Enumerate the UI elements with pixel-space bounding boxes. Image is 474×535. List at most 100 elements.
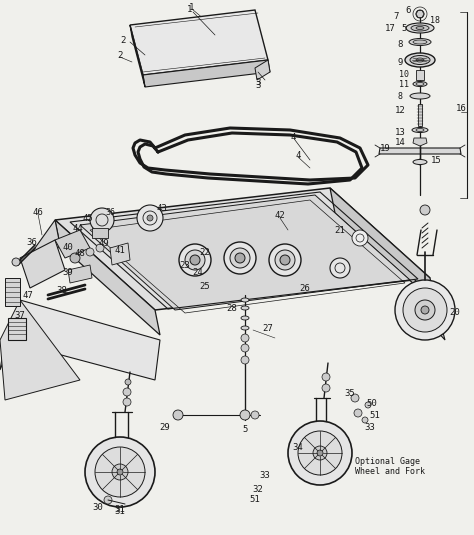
Text: 44: 44 bbox=[73, 224, 83, 233]
Circle shape bbox=[298, 431, 342, 475]
Circle shape bbox=[313, 446, 327, 460]
Circle shape bbox=[241, 356, 249, 364]
Text: 40: 40 bbox=[63, 242, 73, 251]
Text: 1: 1 bbox=[189, 3, 195, 11]
Text: 20: 20 bbox=[450, 308, 460, 317]
Text: 49: 49 bbox=[99, 239, 109, 248]
Ellipse shape bbox=[416, 27, 424, 29]
Polygon shape bbox=[5, 300, 160, 380]
Text: 3: 3 bbox=[255, 78, 261, 87]
Text: 51: 51 bbox=[370, 410, 380, 419]
Circle shape bbox=[96, 244, 104, 252]
Ellipse shape bbox=[412, 127, 428, 133]
Circle shape bbox=[224, 242, 256, 274]
Ellipse shape bbox=[406, 23, 434, 33]
Ellipse shape bbox=[413, 81, 427, 87]
Circle shape bbox=[362, 417, 368, 423]
Ellipse shape bbox=[411, 25, 429, 31]
Polygon shape bbox=[130, 25, 145, 87]
Circle shape bbox=[275, 250, 295, 270]
Text: 16: 16 bbox=[456, 103, 466, 112]
Text: 11: 11 bbox=[399, 80, 409, 88]
Polygon shape bbox=[415, 280, 445, 340]
Circle shape bbox=[351, 394, 359, 402]
Circle shape bbox=[415, 300, 435, 320]
Text: 36: 36 bbox=[105, 208, 115, 217]
Polygon shape bbox=[330, 188, 435, 303]
Circle shape bbox=[185, 250, 205, 270]
Text: Optional Gage: Optional Gage bbox=[355, 457, 420, 467]
Text: 50: 50 bbox=[366, 399, 377, 408]
Text: 42: 42 bbox=[274, 210, 285, 219]
Circle shape bbox=[104, 496, 112, 504]
Text: 27: 27 bbox=[263, 324, 273, 332]
Polygon shape bbox=[0, 300, 80, 400]
Text: 22: 22 bbox=[200, 248, 210, 256]
Circle shape bbox=[365, 402, 371, 408]
Text: 23: 23 bbox=[180, 261, 191, 270]
Circle shape bbox=[251, 411, 259, 419]
Polygon shape bbox=[30, 220, 60, 280]
Ellipse shape bbox=[241, 298, 249, 302]
Text: 10: 10 bbox=[399, 70, 409, 79]
Text: 13: 13 bbox=[395, 127, 405, 136]
Circle shape bbox=[85, 437, 155, 507]
Circle shape bbox=[12, 258, 20, 266]
Text: 29: 29 bbox=[160, 424, 170, 432]
Text: 39: 39 bbox=[63, 268, 73, 277]
Text: 41: 41 bbox=[115, 246, 126, 255]
Ellipse shape bbox=[241, 326, 249, 330]
Circle shape bbox=[241, 334, 249, 342]
Circle shape bbox=[421, 306, 429, 314]
Bar bbox=[92, 228, 108, 238]
Circle shape bbox=[235, 253, 245, 263]
Circle shape bbox=[86, 248, 94, 256]
Bar bbox=[5, 278, 20, 306]
Polygon shape bbox=[416, 11, 424, 18]
Circle shape bbox=[123, 388, 131, 396]
Text: 8: 8 bbox=[398, 91, 402, 101]
Circle shape bbox=[269, 244, 301, 276]
Circle shape bbox=[352, 230, 368, 246]
Text: 4: 4 bbox=[295, 150, 301, 159]
Polygon shape bbox=[0, 300, 20, 370]
Text: 17: 17 bbox=[384, 24, 395, 33]
Circle shape bbox=[403, 288, 447, 332]
Circle shape bbox=[417, 159, 423, 165]
Circle shape bbox=[95, 447, 145, 497]
Text: 35: 35 bbox=[345, 388, 356, 398]
Text: 1: 1 bbox=[187, 4, 193, 13]
Polygon shape bbox=[80, 195, 410, 310]
Text: 8: 8 bbox=[397, 40, 403, 49]
Polygon shape bbox=[55, 188, 430, 310]
Circle shape bbox=[137, 205, 163, 231]
Text: 15: 15 bbox=[430, 156, 441, 164]
Circle shape bbox=[90, 208, 114, 232]
Polygon shape bbox=[110, 243, 130, 265]
Text: 7: 7 bbox=[393, 11, 399, 20]
Circle shape bbox=[420, 205, 430, 215]
Circle shape bbox=[179, 244, 211, 276]
Text: 37: 37 bbox=[15, 310, 26, 319]
Circle shape bbox=[280, 255, 290, 265]
Ellipse shape bbox=[416, 128, 424, 132]
Text: 33: 33 bbox=[260, 470, 270, 479]
Text: 19: 19 bbox=[380, 143, 391, 152]
Text: 21: 21 bbox=[335, 225, 346, 234]
Text: 28: 28 bbox=[227, 303, 237, 312]
Polygon shape bbox=[55, 230, 90, 258]
Ellipse shape bbox=[413, 159, 427, 164]
Ellipse shape bbox=[416, 58, 424, 62]
Circle shape bbox=[395, 280, 455, 340]
Ellipse shape bbox=[416, 82, 424, 86]
Text: 43: 43 bbox=[156, 203, 167, 212]
Polygon shape bbox=[130, 10, 268, 75]
Circle shape bbox=[117, 469, 123, 475]
Text: 5: 5 bbox=[401, 24, 407, 33]
Text: 32: 32 bbox=[253, 485, 264, 494]
Text: 48: 48 bbox=[74, 248, 85, 257]
Text: 31: 31 bbox=[115, 508, 126, 516]
Text: 6: 6 bbox=[405, 5, 410, 14]
Ellipse shape bbox=[410, 93, 430, 99]
Polygon shape bbox=[413, 138, 427, 146]
